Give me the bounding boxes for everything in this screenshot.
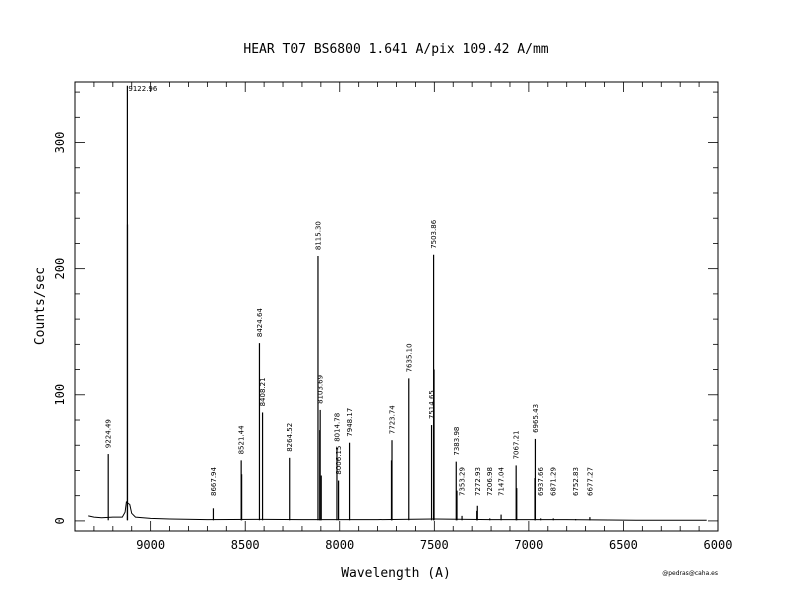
x-tick-label: 8000 — [325, 538, 354, 552]
line-label: 6752.83 — [572, 467, 580, 496]
line-label: 8103.69 — [317, 375, 325, 404]
line-label: 9224.49 — [105, 419, 113, 448]
y-tick-label: 0 — [53, 517, 67, 524]
y-tick-label: 200 — [53, 258, 67, 280]
line-label: 6937.66 — [537, 467, 545, 496]
x-tick-label: 7000 — [514, 538, 543, 552]
line-label: 8667.94 — [210, 467, 218, 496]
line-label: 7514.65 — [428, 390, 436, 419]
line-label: 6965.43 — [532, 404, 540, 433]
line-label: 8006.15 — [335, 446, 343, 475]
x-tick-label: 9000 — [136, 538, 165, 552]
line-label: 6871.29 — [550, 467, 558, 496]
x-tick-label: 6000 — [704, 538, 733, 552]
x-tick-label: 6500 — [609, 538, 638, 552]
plot-area: 9000 8500 8000 7500 7000 6500 6000 0 100 200 300 92… — [53, 81, 733, 552]
line-label: 7272.93 — [474, 467, 482, 496]
y-tick-label: 300 — [53, 132, 67, 154]
line-label: 8014.78 — [334, 413, 342, 442]
x-axis-label: Wavelength (A) — [341, 566, 451, 581]
line-label: 8264.52 — [286, 423, 294, 452]
line-label: 7147.04 — [498, 467, 506, 496]
line-label: 7503.86 — [430, 219, 438, 248]
line-label: 7723.74 — [389, 405, 397, 434]
line-label: 7067.21 — [513, 430, 521, 459]
spectrum-continuum — [88, 501, 707, 521]
line-label: 7206.98 — [486, 467, 494, 496]
line-label: 9122.96 — [128, 85, 157, 93]
plot-frame — [74, 81, 719, 532]
y-axis-label: Counts/sec — [33, 267, 48, 345]
line-label: 8424.64 — [256, 308, 264, 337]
x-tick-label: 8500 — [231, 538, 260, 552]
credit-text: @pedras@caha.es — [662, 570, 718, 577]
line-label: 7383.98 — [453, 427, 461, 456]
chart-title: HEAR T07 BS6800 1.641 A/pix 109.42 A/mm — [243, 42, 548, 57]
line-label: 7353.29 — [459, 467, 467, 496]
y-tick-label: 100 — [53, 384, 67, 406]
x-tick-label: 7500 — [420, 538, 449, 552]
line-label: 8408.21 — [259, 377, 267, 406]
line-label: 6677.27 — [586, 467, 594, 496]
line-label: 8521.44 — [238, 425, 246, 454]
line-label: 7948.17 — [346, 408, 354, 437]
line-label: 7635.10 — [405, 343, 413, 372]
line-label: 8115.30 — [315, 221, 323, 250]
